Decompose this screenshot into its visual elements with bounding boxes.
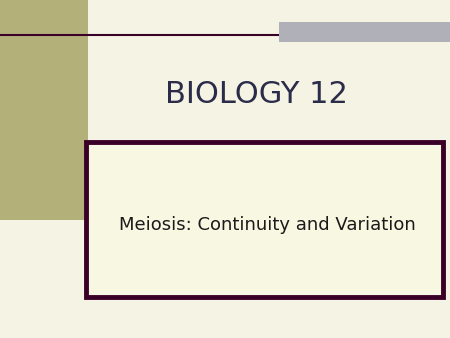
Text: Meiosis: Continuity and Variation: Meiosis: Continuity and Variation (119, 216, 416, 234)
Bar (86, 142, 443, 297)
Text: BIOLOGY 12: BIOLOGY 12 (165, 80, 348, 109)
Bar (0, 0, 88, 220)
Bar (279, 22, 450, 42)
